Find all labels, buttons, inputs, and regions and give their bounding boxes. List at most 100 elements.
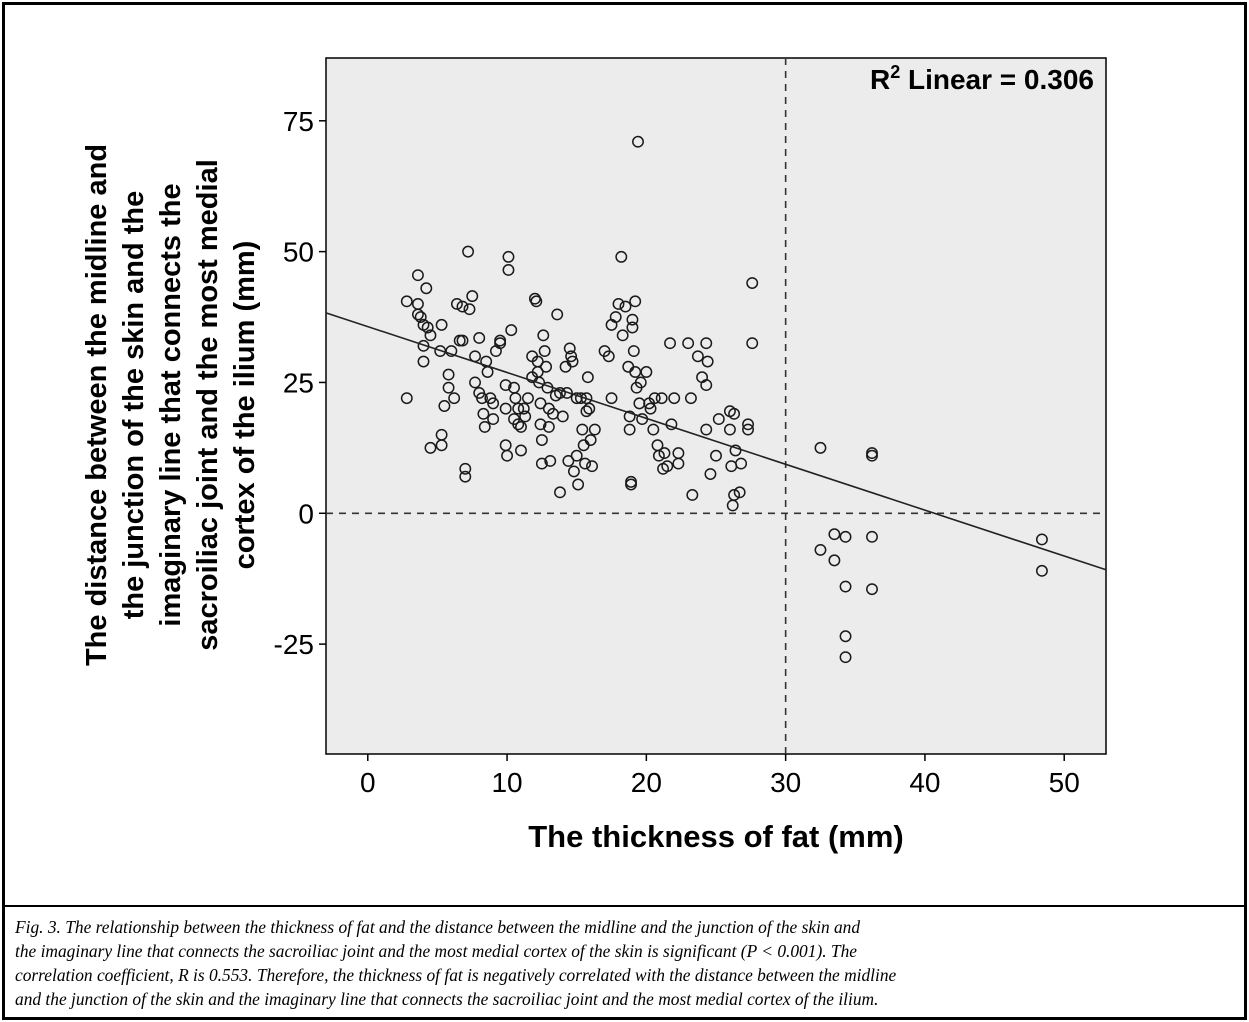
data-point <box>567 465 580 478</box>
y-axis-label: The distance between the midline and the … <box>81 144 261 666</box>
data-point <box>814 543 827 556</box>
x-tick-label: 30 <box>770 767 801 798</box>
data-point <box>445 345 458 358</box>
data-point <box>828 528 841 541</box>
data-point <box>478 420 491 433</box>
data-point <box>551 308 564 321</box>
y-axis-label-line: the junction of the skin and the <box>118 191 150 620</box>
data-point <box>682 337 695 350</box>
data-point <box>729 444 742 457</box>
data-point <box>634 376 647 389</box>
data-point <box>746 337 759 350</box>
data-point <box>566 355 579 368</box>
data-point <box>499 402 512 415</box>
data-point <box>417 339 430 352</box>
data-point <box>456 300 469 313</box>
caption-line-3: correlation coefficient, R is 0.553. The… <box>15 965 897 985</box>
x-tick-label: 50 <box>1049 767 1080 798</box>
y-tick-label: 75 <box>283 106 314 137</box>
data-point <box>866 530 878 543</box>
data-point <box>686 489 699 501</box>
data-point <box>462 245 475 258</box>
data-point <box>629 295 642 308</box>
data-point <box>459 470 472 483</box>
data-point <box>655 392 668 405</box>
data-point <box>554 386 566 399</box>
data-point <box>661 460 674 473</box>
data-point <box>728 489 741 501</box>
data-point <box>448 392 461 405</box>
data-point <box>563 342 576 355</box>
y-axis-label-line: The distance between the midline and <box>81 144 113 666</box>
plot-background <box>325 57 1107 755</box>
caption-line-2: the imaginary line that connects the sac… <box>15 941 858 961</box>
y-tick-label: 25 <box>283 367 314 398</box>
caption-line-4: and the junction of the skin and the ima… <box>15 989 879 1009</box>
data-point <box>519 410 532 423</box>
data-point <box>509 392 522 405</box>
x-tick-label: 20 <box>631 767 662 798</box>
data-point <box>700 379 713 392</box>
data-point <box>866 449 878 462</box>
y-tick-label: 0 <box>298 498 314 529</box>
data-point <box>400 392 413 405</box>
data-point <box>473 332 486 344</box>
data-point <box>515 420 527 433</box>
data-point <box>704 468 717 480</box>
y-axis-label-line: cortex of the ilium (mm) <box>229 241 261 570</box>
data-point <box>625 478 637 491</box>
data-point <box>414 311 427 323</box>
data-point <box>627 345 640 358</box>
data-point <box>576 423 589 436</box>
data-point <box>477 407 490 420</box>
data-point <box>502 250 515 263</box>
data-point <box>712 413 725 426</box>
data-point <box>487 397 500 410</box>
data-point <box>701 355 714 368</box>
data-point <box>522 392 534 405</box>
data-point <box>502 263 515 276</box>
data-point <box>723 423 736 436</box>
data-point <box>626 313 639 326</box>
data-point <box>814 441 827 454</box>
data-point <box>400 295 413 308</box>
data-point <box>632 135 644 148</box>
x-tick-label: 10 <box>491 767 522 798</box>
data-point <box>517 402 530 415</box>
data-point <box>839 651 852 664</box>
data-point <box>537 329 550 342</box>
linear-fit-line <box>325 312 1107 571</box>
data-point <box>494 337 507 350</box>
data-point <box>424 441 437 454</box>
data-point <box>584 434 597 446</box>
data-point <box>442 381 455 394</box>
data-point <box>417 355 430 368</box>
data-point <box>438 400 451 412</box>
data-point <box>499 379 512 392</box>
data-point <box>580 405 593 418</box>
data-point <box>700 423 713 436</box>
scatter-plot: 0 10 20 30 40 50 75 50 25 0 -25 R2 Linear = 0.306 Th… <box>81 57 1107 854</box>
data-point <box>424 329 437 342</box>
x-axis-label: The thickness of fat (mm) <box>528 819 904 854</box>
data-point <box>579 457 592 470</box>
data-point <box>602 350 615 363</box>
data-point <box>530 295 543 308</box>
data-point <box>839 530 852 543</box>
data-point <box>742 418 754 431</box>
data-point <box>623 410 636 423</box>
data-point <box>583 402 596 415</box>
data-point <box>1035 533 1048 546</box>
data-point <box>411 298 424 310</box>
data-point <box>586 460 598 473</box>
data-point <box>672 457 685 470</box>
data-point <box>420 282 433 295</box>
x-tick-label: 40 <box>909 767 940 798</box>
data-point <box>533 376 546 389</box>
data-point <box>839 630 852 643</box>
data-point <box>542 420 555 433</box>
data-point <box>742 423 754 436</box>
figure-caption: Fig. 3. The relationship between the thi… <box>15 915 1235 1011</box>
data-point <box>538 345 551 358</box>
